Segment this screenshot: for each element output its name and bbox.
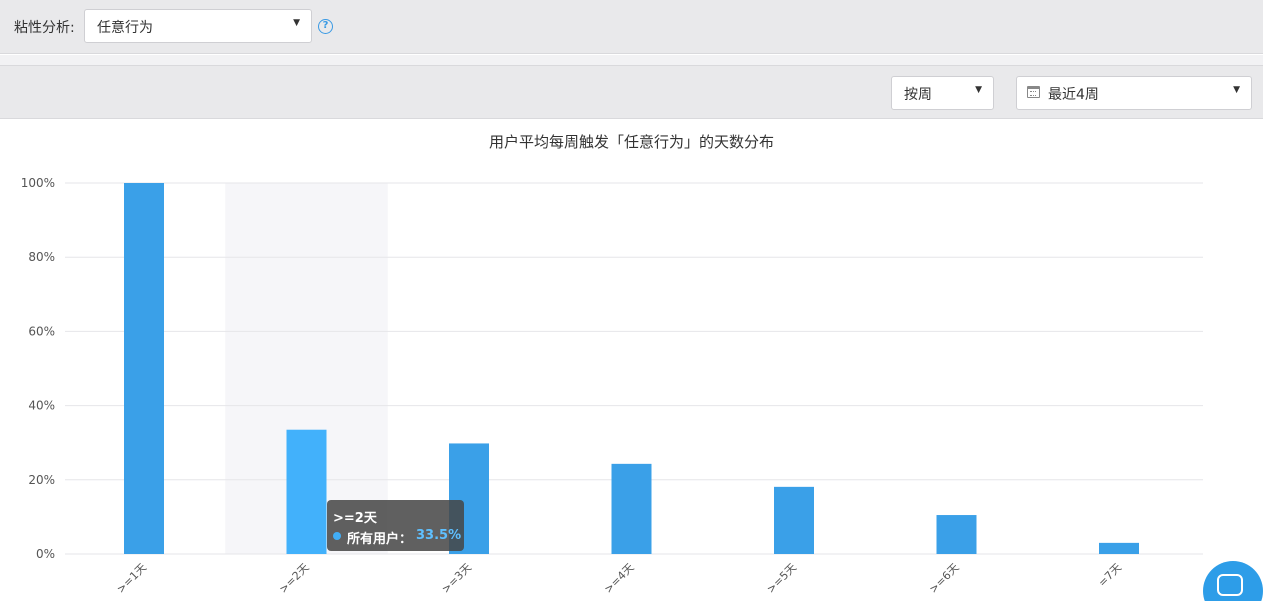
bar <box>611 463 652 554</box>
series-dot-icon <box>333 532 341 540</box>
y-tick-label: 80% <box>28 250 55 264</box>
y-tick-label: 20% <box>28 473 55 487</box>
top-filter-bar: 粘性分析: 任意行为 ▼ ? <box>0 0 1263 54</box>
tooltip-title: >=2天 <box>333 511 377 526</box>
y-tick-label: 60% <box>28 324 55 338</box>
date-range-select[interactable]: 最近4周 ▼ <box>1016 76 1252 110</box>
period-select[interactable]: 按周 ▼ <box>891 76 994 110</box>
bar <box>286 429 327 554</box>
x-tick-label: >=1天 <box>114 561 149 596</box>
chat-icon <box>1217 574 1243 596</box>
x-tick-label: >=6天 <box>927 561 962 596</box>
y-tick-label: 100% <box>21 176 55 190</box>
period-select-value: 按周 <box>904 87 932 103</box>
chevron-down-icon: ▼ <box>1233 85 1240 95</box>
section-divider <box>0 55 1263 65</box>
chevron-down-icon: ▼ <box>293 18 300 28</box>
bar <box>1099 542 1139 554</box>
help-icon[interactable]: ? <box>318 19 333 34</box>
x-tick-label: >=3天 <box>439 561 474 596</box>
tooltip-series-label: 所有用户： <box>347 532 413 547</box>
x-tick-label: >=2天 <box>277 561 312 596</box>
event-select[interactable]: 任意行为 ▼ <box>84 9 312 43</box>
y-tick-label: 40% <box>28 399 55 413</box>
tooltip-value: 33.5% <box>416 528 462 543</box>
bar <box>936 515 977 554</box>
event-select-value: 任意行为 <box>97 20 153 36</box>
x-tick-label: >=5天 <box>764 561 799 596</box>
bar <box>774 486 814 554</box>
bar <box>124 183 164 554</box>
x-tick-label: >=4天 <box>602 561 637 596</box>
stickiness-label: 粘性分析: <box>14 20 75 36</box>
chart-tooltip: >=2天 所有用户： 33.5% <box>327 500 464 551</box>
y-tick-label: 0% <box>36 547 55 561</box>
chevron-down-icon: ▼ <box>975 85 982 95</box>
calendar-icon <box>1027 86 1040 98</box>
x-tick-label: =7天 <box>1096 561 1124 589</box>
chat-button[interactable] <box>1203 561 1263 601</box>
chart-title: 用户平均每周触发「任意行为」的天数分布 <box>488 133 774 151</box>
chart-toolbar: 按周 ▼ 最近4周 ▼ <box>0 65 1263 119</box>
date-range-value: 最近4周 <box>1048 87 1099 103</box>
